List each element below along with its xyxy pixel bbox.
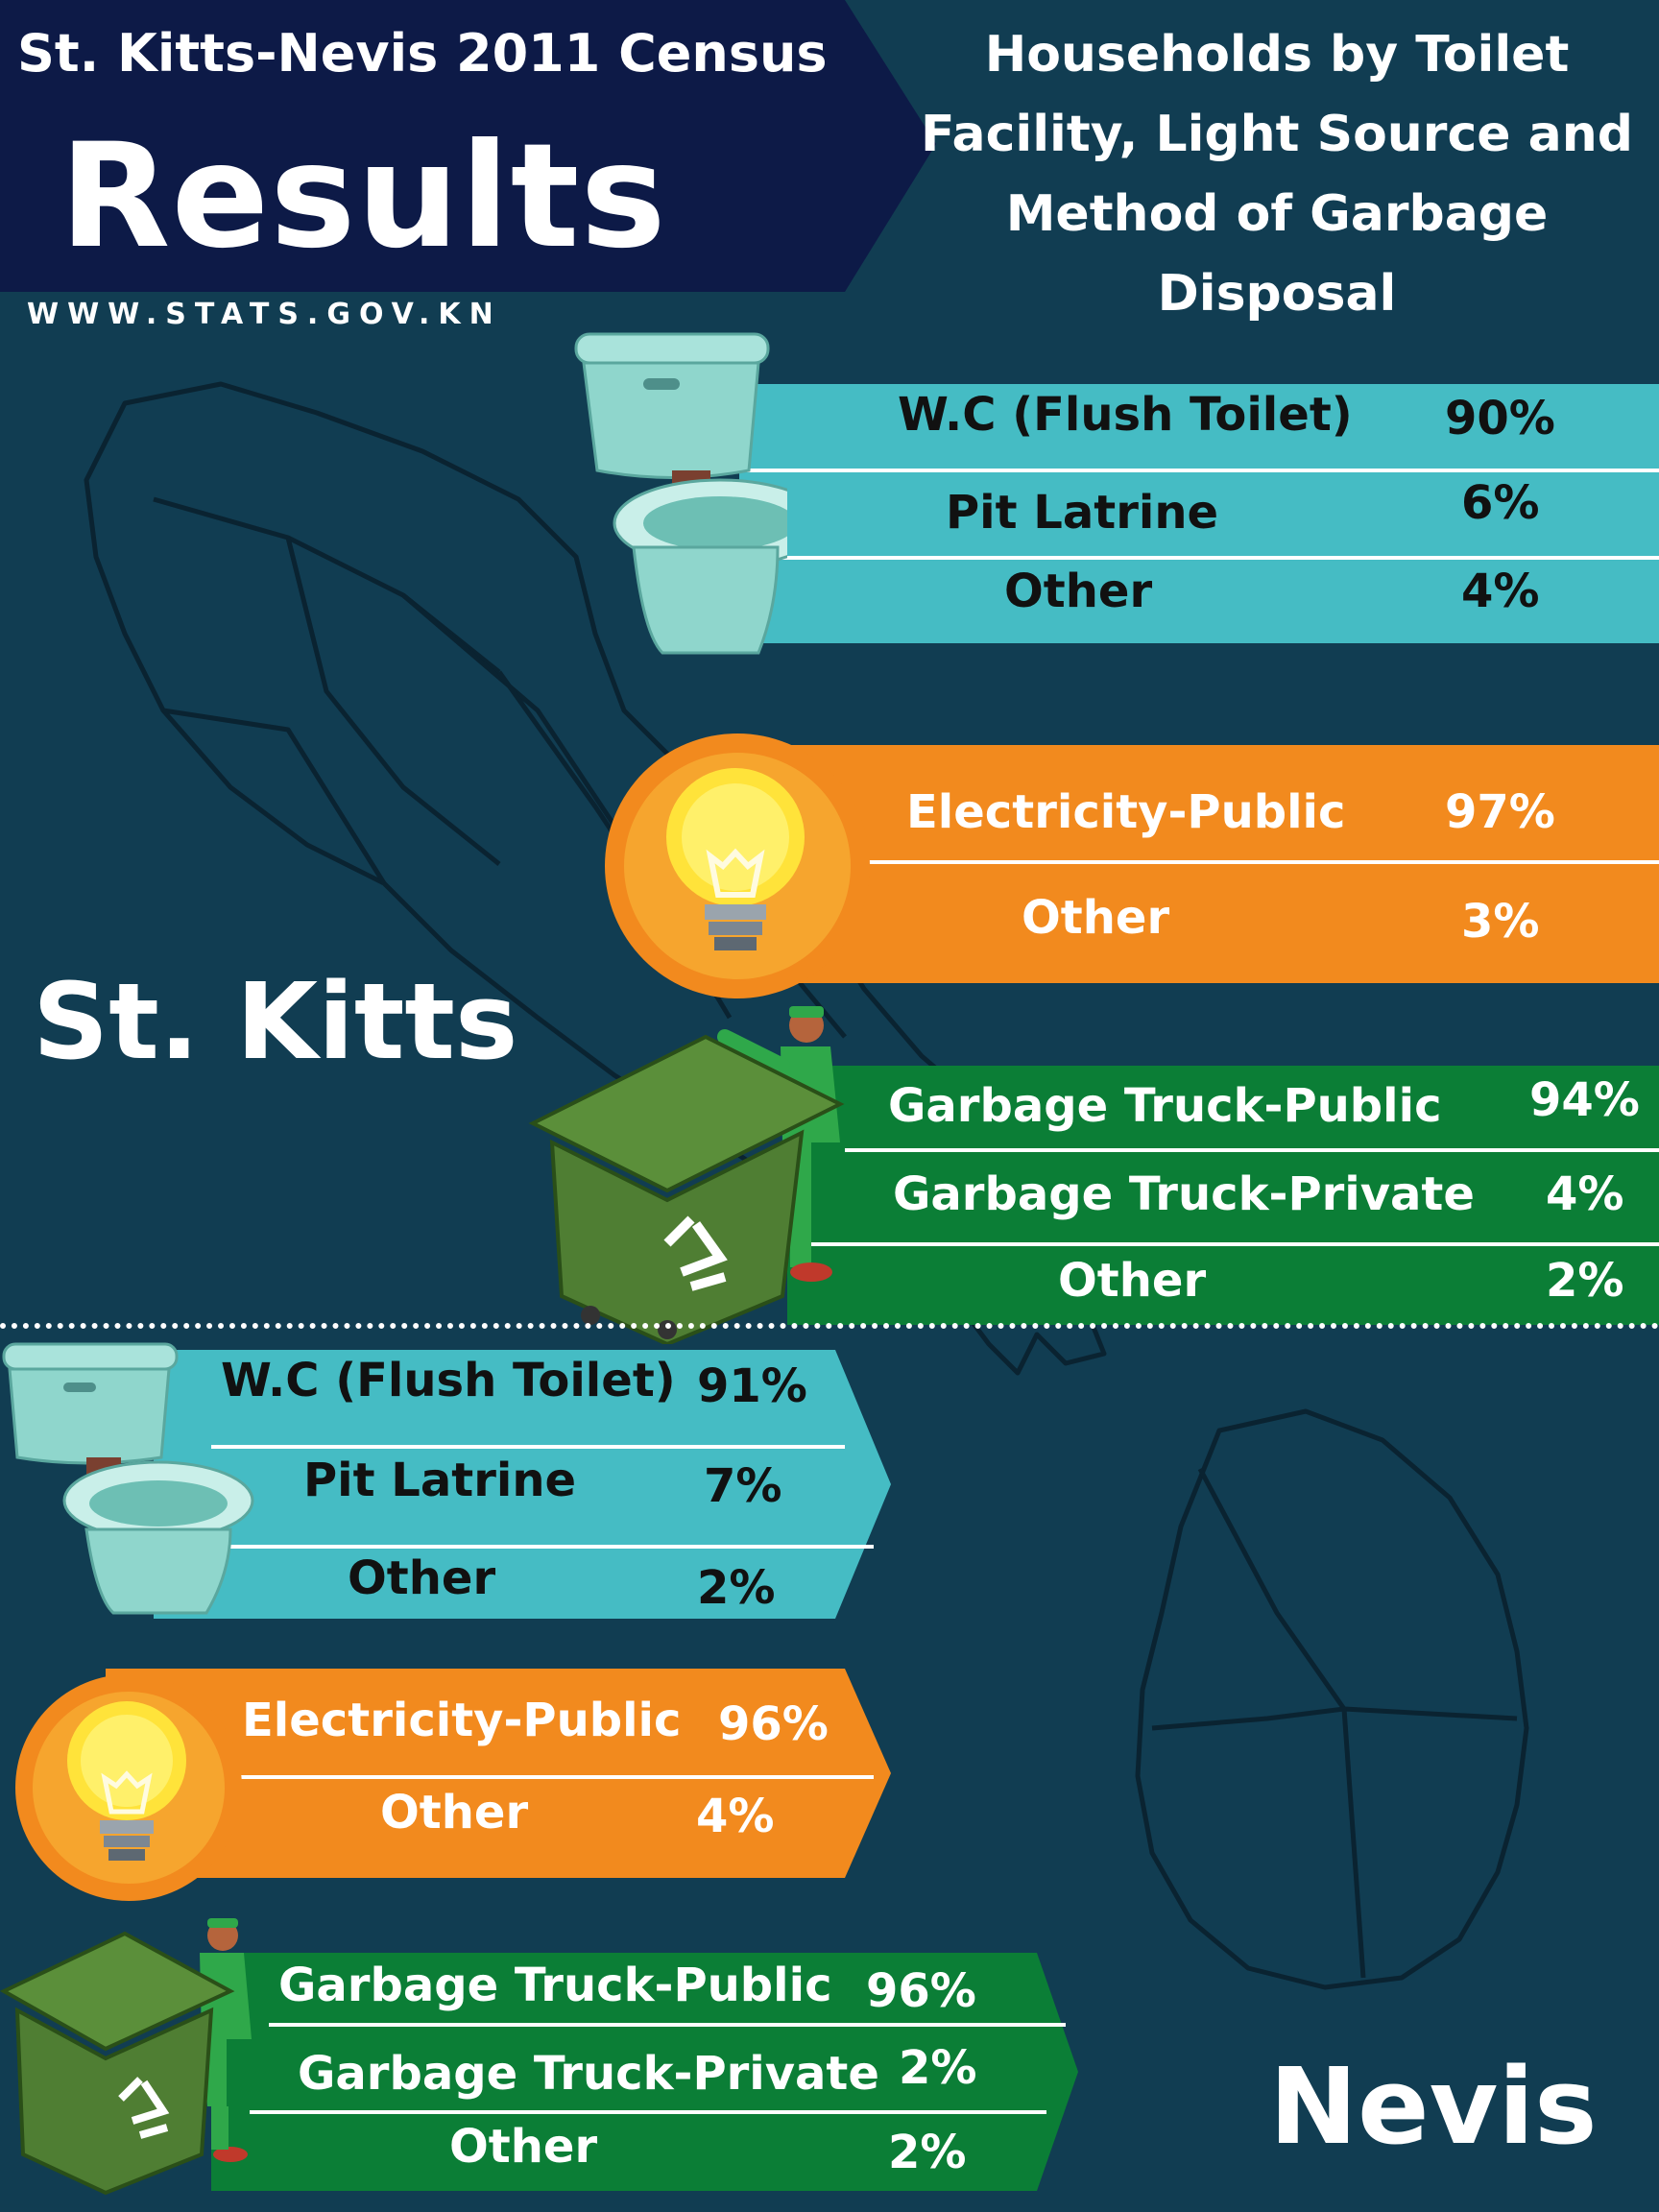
sk-toilet-value-1: 6%: [1461, 476, 1540, 530]
toilet-icon: [574, 332, 787, 655]
sk-garbage-label-0: Garbage Truck-Public: [888, 1079, 1442, 1133]
nv-light-label-0: Electricity-Public: [242, 1694, 682, 1747]
nv-toilet-label-1: Pit Latrine: [303, 1454, 577, 1507]
nv-light-label-1: Other: [380, 1786, 529, 1839]
nv-garbage-value-1: 2%: [899, 2041, 977, 2095]
nv-garbage-label-2: Other: [449, 2120, 598, 2174]
sk-toilet-label-0: W.C (Flush Toilet): [898, 388, 1353, 442]
st-kitts-outline: [84, 381, 1107, 1376]
nevis-outline: [1135, 1408, 1529, 1990]
st-kitts-toilet-band: [739, 384, 1659, 643]
nv-toilet-value-1: 7%: [704, 1459, 782, 1513]
nv-toilet-value-2: 2%: [697, 1561, 776, 1615]
nevis-label: Nevis: [1269, 2045, 1598, 2168]
nv-toilet-value-0: 91%: [697, 1359, 807, 1413]
garbage-bin-icon: [0, 1918, 252, 2196]
light-bulb-icon: [605, 733, 870, 998]
light-bulb-icon: [15, 1674, 242, 1901]
nv-garbage-value-2: 2%: [888, 2126, 967, 2179]
nevis-garbage-band: [211, 1953, 1078, 2191]
sk-toilet-value-2: 4%: [1461, 565, 1540, 618]
island-divider: [0, 1323, 1659, 1329]
sk-garbage-label-2: Other: [1058, 1254, 1207, 1308]
nv-garbage-label-0: Garbage Truck-Public: [278, 1959, 832, 2012]
sk-toilet-label-2: Other: [1004, 565, 1153, 618]
nv-garbage-label-1: Garbage Truck-Private: [298, 2047, 879, 2101]
nv-toilet-label-0: W.C (Flush Toilet): [221, 1354, 676, 1407]
nv-garbage-value-0: 96%: [866, 1964, 976, 2018]
website-link[interactable]: WWW.STATS.GOV.KN: [27, 298, 502, 331]
garbage-bin-icon: [528, 1006, 845, 1344]
sk-light-value-1: 3%: [1461, 895, 1540, 949]
recycle-icon: [118, 2077, 170, 2139]
nv-light-value-0: 96%: [718, 1697, 829, 1751]
page-subtitle: Households by Toilet Facility, Light Sou…: [921, 26, 1633, 323]
sk-garbage-value-1: 4%: [1546, 1167, 1624, 1221]
sk-toilet-label-1: Pit Latrine: [946, 486, 1219, 540]
results-title: Results: [60, 113, 667, 280]
nevis-toilet-band: [154, 1350, 891, 1619]
census-title: St. Kitts-Nevis 2011 Census: [17, 23, 828, 84]
title-banner: [0, 0, 936, 292]
recycle-icon: [663, 1215, 728, 1291]
sk-light-label-1: Other: [1022, 891, 1170, 945]
nevis-light-band: [106, 1669, 891, 1878]
st-kitts-garbage-band: [787, 1066, 1659, 1325]
st-kitts-light-band: [768, 745, 1659, 983]
sk-light-value-0: 97%: [1445, 785, 1555, 839]
sk-garbage-value-2: 2%: [1546, 1254, 1624, 1308]
sk-garbage-value-0: 94%: [1529, 1073, 1640, 1127]
toilet-icon: [2, 1342, 254, 1615]
sk-garbage-label-1: Garbage Truck-Private: [893, 1167, 1475, 1221]
sk-light-label-0: Electricity-Public: [906, 785, 1346, 839]
st-kitts-label: St. Kitts: [33, 960, 518, 1083]
nv-toilet-label-2: Other: [348, 1551, 496, 1605]
sk-toilet-value-0: 90%: [1445, 392, 1555, 445]
nv-light-value-1: 4%: [696, 1790, 775, 1843]
